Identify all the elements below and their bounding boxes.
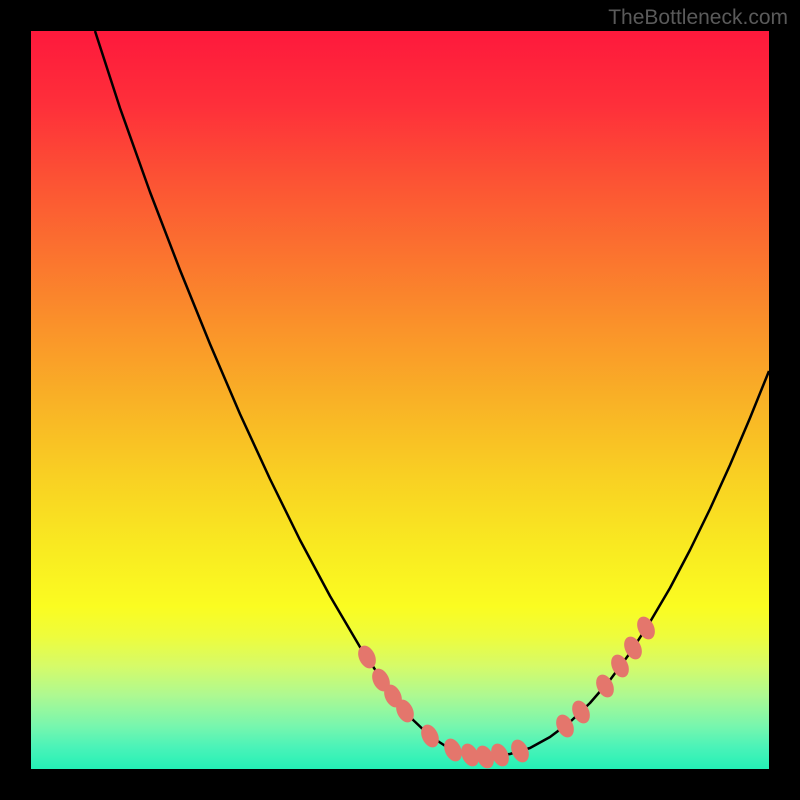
watermark-text: TheBottleneck.com: [608, 6, 788, 30]
bottleneck-curve-chart: [0, 0, 800, 800]
plot-background: [31, 31, 769, 769]
